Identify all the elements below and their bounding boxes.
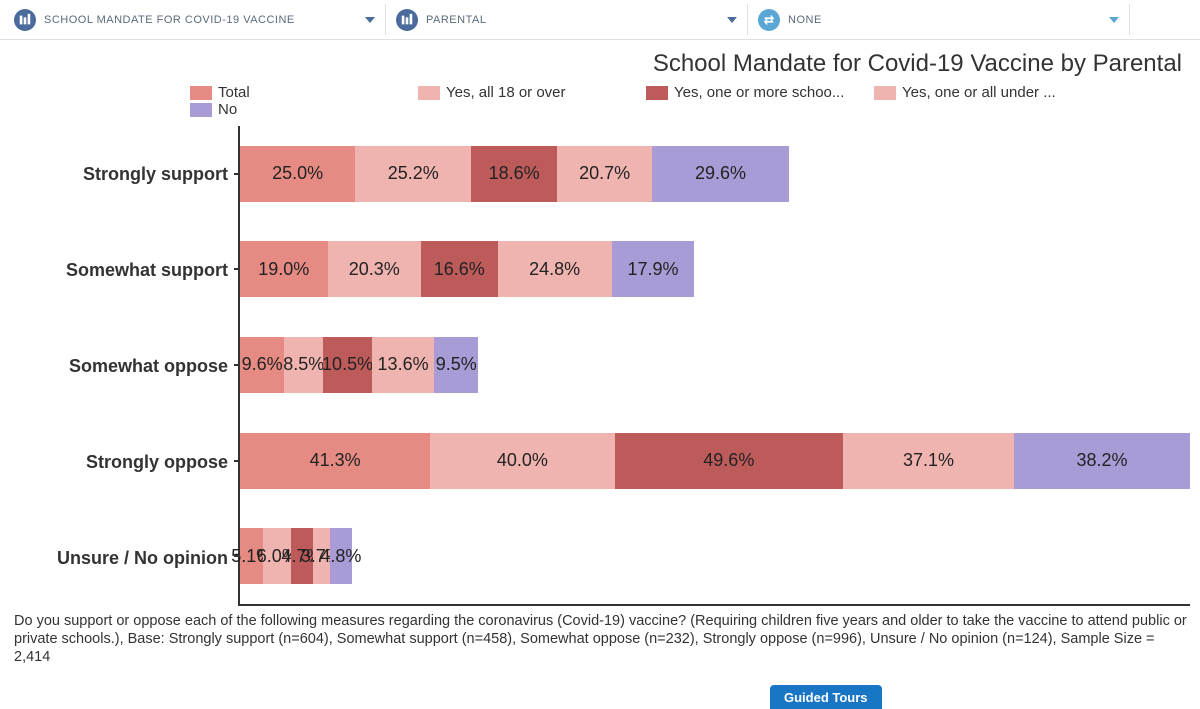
bar-row: 41.3%40.0%49.6%37.1%38.2% (240, 433, 1190, 489)
filter-dropdown-2[interactable]: None (750, 4, 1130, 35)
bar-segment: 16.6% (421, 241, 497, 297)
bar-segment: 13.6% (372, 337, 435, 393)
legend-item: Yes, all 18 or over (418, 84, 638, 101)
category-label: Somewhat support (66, 227, 228, 313)
toolbar: SCHOOL MANDATE FOR COVID-19 VACCINE PAREN… (0, 0, 1200, 40)
bar-segment: 41.3% (240, 433, 430, 489)
bar-segment: 9.6% (240, 337, 284, 393)
bar-segment: 10.5% (323, 337, 371, 393)
y-axis-labels: Strongly support Somewhat support Somewhat… (10, 126, 240, 606)
guided-tours-button[interactable]: Guided Tours (770, 685, 882, 709)
legend-item: Yes, one or all under ... (874, 84, 1094, 101)
bar-segment: 38.2% (1014, 433, 1190, 489)
bar-segment: 29.6% (652, 146, 788, 202)
legend-swatch (874, 86, 896, 100)
legend-label: No (218, 101, 237, 118)
bar-segment: 8.5% (284, 337, 323, 393)
legend-label: Total (218, 84, 250, 101)
bar-segment: 4.8% (330, 528, 352, 584)
bar-segment: 37.1% (843, 433, 1014, 489)
category-label: Unsure / No opinion (57, 515, 228, 601)
plot: Strongly support Somewhat support Somewhat… (10, 126, 1190, 606)
legend-swatch (190, 103, 212, 117)
bar-segment: 25.0% (240, 146, 355, 202)
legend-swatch (646, 86, 668, 100)
bar-segment: 49.6% (615, 433, 844, 489)
legend-item: Yes, one or more schoo... (646, 84, 866, 101)
bars-column: 25.0%25.2%18.6%20.7%29.6% 19.0%20.3%16.6%… (240, 126, 1190, 606)
bar-segment: 24.8% (498, 241, 612, 297)
bar-row: 5.1%6.0%4.7%3.7%4.8% (240, 528, 1190, 584)
axis-tick (234, 268, 240, 270)
category-label: Strongly oppose (86, 419, 228, 505)
axis-tick (234, 364, 240, 366)
footnote-text: Do you support or oppose each of the fol… (0, 606, 1200, 666)
bar-segment: 25.2% (355, 146, 471, 202)
legend-swatch (418, 86, 440, 100)
bar-chart-icon (396, 9, 418, 31)
chevron-down-icon (365, 17, 375, 23)
axis-tick (234, 173, 240, 175)
bar-segment: 17.9% (612, 241, 694, 297)
bar-segment: 9.5% (434, 337, 478, 393)
swap-icon (758, 9, 780, 31)
bar-segment: 20.3% (328, 241, 422, 297)
legend-label: Yes, all 18 or over (446, 84, 566, 101)
legend-item: No (190, 101, 410, 118)
bar-segment: 20.7% (557, 146, 652, 202)
chevron-down-icon (1109, 17, 1119, 23)
filter-dropdown-0[interactable]: SCHOOL MANDATE FOR COVID-19 VACCINE (6, 4, 386, 35)
filter-label: None (788, 14, 822, 26)
filter-dropdown-1[interactable]: PARENTAL (388, 4, 748, 35)
legend-label: Yes, one or more schoo... (674, 84, 844, 101)
category-label: Somewhat oppose (69, 323, 228, 409)
chart-title: School Mandate for Covid-19 Vaccine by P… (10, 46, 1190, 84)
bar-chart-icon (14, 9, 36, 31)
axis-tick (234, 555, 240, 557)
legend: Total Yes, all 18 or over Yes, one or more… (10, 84, 1190, 118)
legend-item: Total (190, 84, 410, 101)
chevron-down-icon (727, 17, 737, 23)
legend-label: Yes, one or all under ... (902, 84, 1056, 101)
bar-row: 9.6%8.5%10.5%13.6%9.5% (240, 337, 1190, 393)
bar-row: 25.0%25.2%18.6%20.7%29.6% (240, 146, 1190, 202)
filter-label: PARENTAL (426, 14, 486, 26)
bar-segment: 19.0% (240, 241, 328, 297)
category-label: Strongly support (83, 131, 228, 217)
bar-segment: 40.0% (430, 433, 614, 489)
filter-label: SCHOOL MANDATE FOR COVID-19 VACCINE (44, 14, 295, 26)
bar-row: 19.0%20.3%16.6%24.8%17.9% (240, 241, 1190, 297)
bar-segment: 18.6% (471, 146, 557, 202)
chart-area: School Mandate for Covid-19 Vaccine by P… (0, 40, 1200, 606)
legend-swatch (190, 86, 212, 100)
axis-tick (234, 460, 240, 462)
